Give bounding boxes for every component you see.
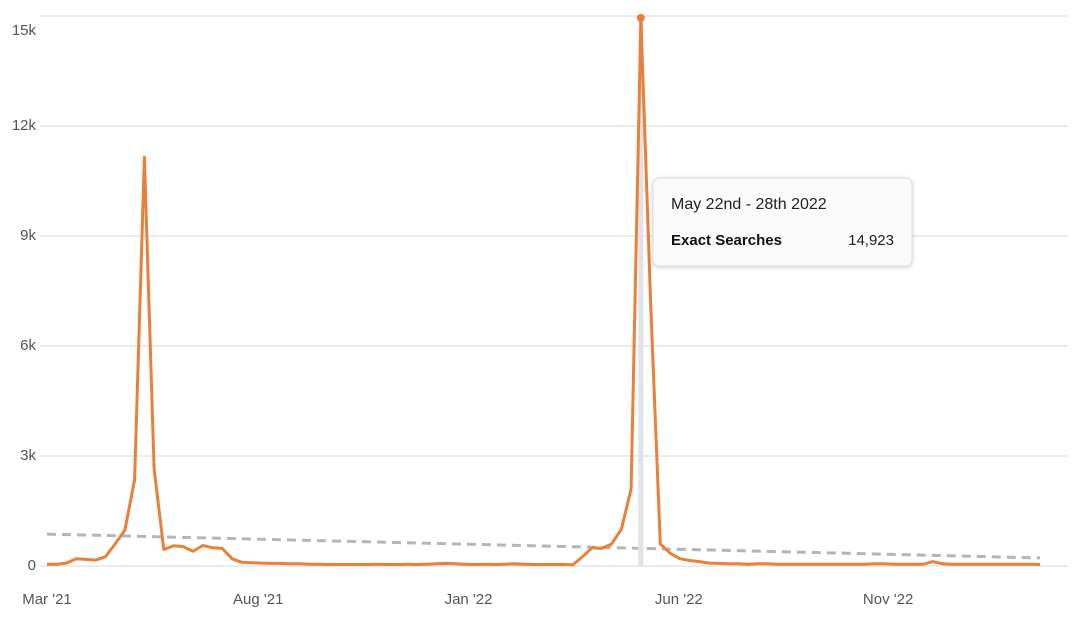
y-tick-label: 12k	[12, 117, 37, 134]
y-tick-label: 9k	[20, 227, 36, 244]
tooltip-value: 14,923	[848, 232, 894, 249]
plot	[46, 13, 1041, 567]
x-tick-label: Jun '22	[655, 591, 703, 608]
tooltip-series: Exact Searches	[671, 232, 782, 249]
x-tick-label: Nov '22	[863, 591, 913, 608]
tooltip: May 22nd - 28th 2022 Exact Searches 14,9…	[652, 177, 913, 267]
x-tick-label: Jan '22	[445, 591, 493, 608]
hover-point	[636, 13, 645, 22]
y-tick-label: 3k	[20, 447, 36, 464]
y-tick-label: 15k	[12, 22, 37, 39]
x-tick-label: Mar '21	[22, 591, 72, 608]
trend-line	[46, 532, 1041, 560]
x-tick-label: Aug '21	[233, 591, 283, 608]
y-tick-label: 6k	[20, 337, 36, 354]
series-line	[47, 17, 1041, 567]
grid: 0 3k 6k 9k 12k 15k Mar '21 Aug '21 Jan '22 Jun '2…	[12, 15, 1068, 608]
tooltip-box	[652, 177, 913, 267]
tooltip-title: May 22nd - 28th 2022	[671, 196, 827, 213]
y-tick-label: 0	[28, 557, 36, 574]
